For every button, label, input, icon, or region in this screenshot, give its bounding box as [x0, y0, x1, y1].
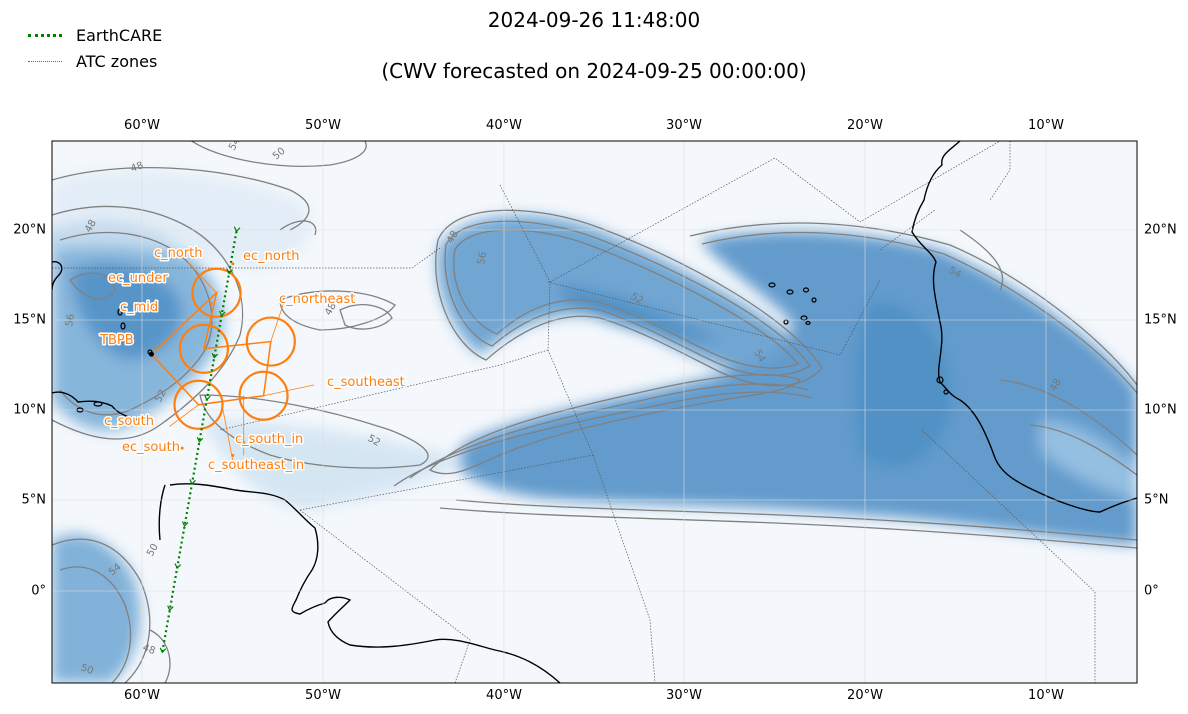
- track-chevron-icon: [189, 479, 196, 485]
- point-ec-south: [180, 446, 184, 450]
- legend-item-earthcare: EarthCARE: [28, 22, 162, 48]
- point-ec-north: [231, 262, 235, 266]
- leader-line: [169, 404, 199, 427]
- leader-line: [270, 303, 284, 342]
- contour-label: 48: [141, 642, 157, 657]
- ytick-left: 15°N: [13, 312, 46, 328]
- xtick-top: 20°W: [847, 118, 883, 133]
- label-ec-under: ec_under: [108, 271, 168, 286]
- xtick-top: 50°W: [305, 118, 341, 133]
- xtick-top: 10°W: [1028, 118, 1064, 133]
- label-c-south: c_south: [104, 414, 154, 429]
- label-c-mid: c_mid: [120, 300, 158, 315]
- legend-earthcare-label: EarthCARE: [76, 25, 163, 45]
- circle-c-north: [191, 267, 242, 318]
- ytick-right: 10°N: [1144, 402, 1177, 418]
- legend-earthcare-swatch: [28, 33, 62, 37]
- ytick-left: 0°: [31, 583, 46, 599]
- label-c-southeast-in: c_southeast_in: [208, 458, 304, 473]
- contour-lines: [52, 141, 1137, 683]
- legend-atc-label: ATC zones: [76, 51, 158, 71]
- xtick-bottom: 30°W: [666, 688, 702, 703]
- contour-label: 56: [476, 251, 489, 265]
- cwv-field: 48 56 52 54 48 54 52 48 52 48 56 50 54 5…: [52, 136, 1137, 683]
- earthcare-track: [161, 231, 238, 653]
- track-chevron-icon: [196, 437, 204, 443]
- contour-label: 56: [64, 313, 77, 327]
- label-tbpb: TBPB: [99, 333, 134, 348]
- coastlines: [52, 141, 1137, 683]
- annotation-labels: c_north ec_north ec_under c_mid c_northe…: [98, 245, 407, 475]
- legend-item-atc: ATC zones: [28, 48, 162, 74]
- track-chevron-icon: [204, 394, 211, 401]
- ytick-right: 15°N: [1144, 312, 1177, 328]
- ytick-left: 5°N: [21, 492, 47, 508]
- overlay: [148, 226, 315, 654]
- track-chevron-icon: [174, 563, 182, 570]
- xtick-bottom: 60°W: [124, 688, 160, 703]
- xtick-bottom: 50°W: [305, 688, 341, 703]
- track-chevron-icon: [167, 605, 174, 612]
- circle-c-northeast: [245, 316, 296, 367]
- ytick-right: 20°N: [1144, 222, 1177, 238]
- leader-line: [187, 261, 217, 294]
- label-c-south-in: c_south_in: [235, 432, 303, 447]
- map-frame: [51, 140, 1138, 684]
- contour-label: 50: [79, 662, 95, 677]
- track-chevron-icon: [233, 226, 241, 233]
- ytick-right: 5°N: [1144, 492, 1169, 508]
- leader-line: [263, 384, 315, 397]
- contour-label: 54: [227, 136, 243, 153]
- label-c-north: c_north: [154, 246, 203, 261]
- contour-label: 48: [129, 160, 145, 175]
- track-chevron-icon: [159, 647, 167, 654]
- map-subtitle: (CWV forecasted on 2024-09-25 00:00:00): [381, 59, 807, 83]
- ytick-right: 0°: [1144, 583, 1159, 599]
- xtick-bottom: 20°W: [847, 688, 883, 703]
- xtick-bottom: 40°W: [486, 688, 522, 703]
- label-ec-north: ec_north: [243, 249, 300, 264]
- xtick-top: 40°W: [486, 118, 522, 133]
- legend-atc-swatch: [28, 60, 62, 62]
- graticule: [52, 141, 1137, 683]
- label-c-southeast: c_southeast: [327, 375, 405, 390]
- track-chevron-icon: [226, 268, 233, 275]
- map-title: 2024-09-26 11:48:00: [487, 8, 701, 32]
- xtick-bottom: 10°W: [1028, 688, 1064, 703]
- legend: EarthCARE ATC zones: [28, 22, 162, 74]
- point-tbpb: [148, 351, 154, 357]
- track-chevron-icon: [219, 310, 226, 317]
- circle-c-mid: [178, 323, 229, 374]
- track-chevron-icon: [211, 352, 219, 359]
- leader-line: [221, 404, 234, 461]
- xtick-top: 60°W: [124, 118, 160, 133]
- circle-c-south: [173, 379, 224, 430]
- xtick-top: 30°W: [666, 118, 702, 133]
- circle-c-southeast: [238, 370, 289, 421]
- point-ec-under: [209, 302, 213, 306]
- track-chevron-icon: [181, 521, 189, 528]
- ytick-left: 10°N: [13, 402, 46, 418]
- label-c-northeast: c_northeast: [279, 292, 355, 307]
- ytick-left: 20°N: [13, 222, 46, 238]
- label-ec-south: ec_south: [122, 440, 180, 455]
